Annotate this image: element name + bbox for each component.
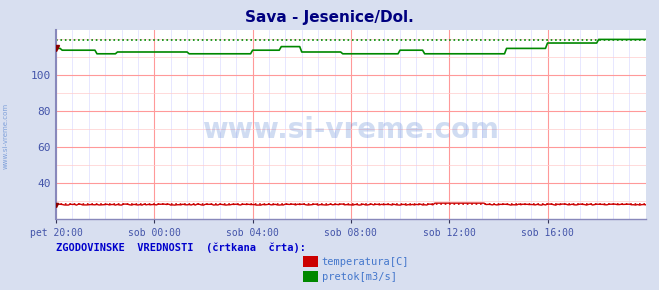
Text: pretok[m3/s]: pretok[m3/s]: [322, 272, 397, 282]
Text: www.si-vreme.com: www.si-vreme.com: [2, 103, 9, 169]
Text: temperatura[C]: temperatura[C]: [322, 257, 409, 267]
Text: www.si-vreme.com: www.si-vreme.com: [202, 116, 500, 144]
Text: Sava - Jesenice/Dol.: Sava - Jesenice/Dol.: [245, 10, 414, 25]
Text: ZGODOVINSKE  VREDNOSTI  (črtkana  črta):: ZGODOVINSKE VREDNOSTI (črtkana črta):: [56, 242, 306, 253]
